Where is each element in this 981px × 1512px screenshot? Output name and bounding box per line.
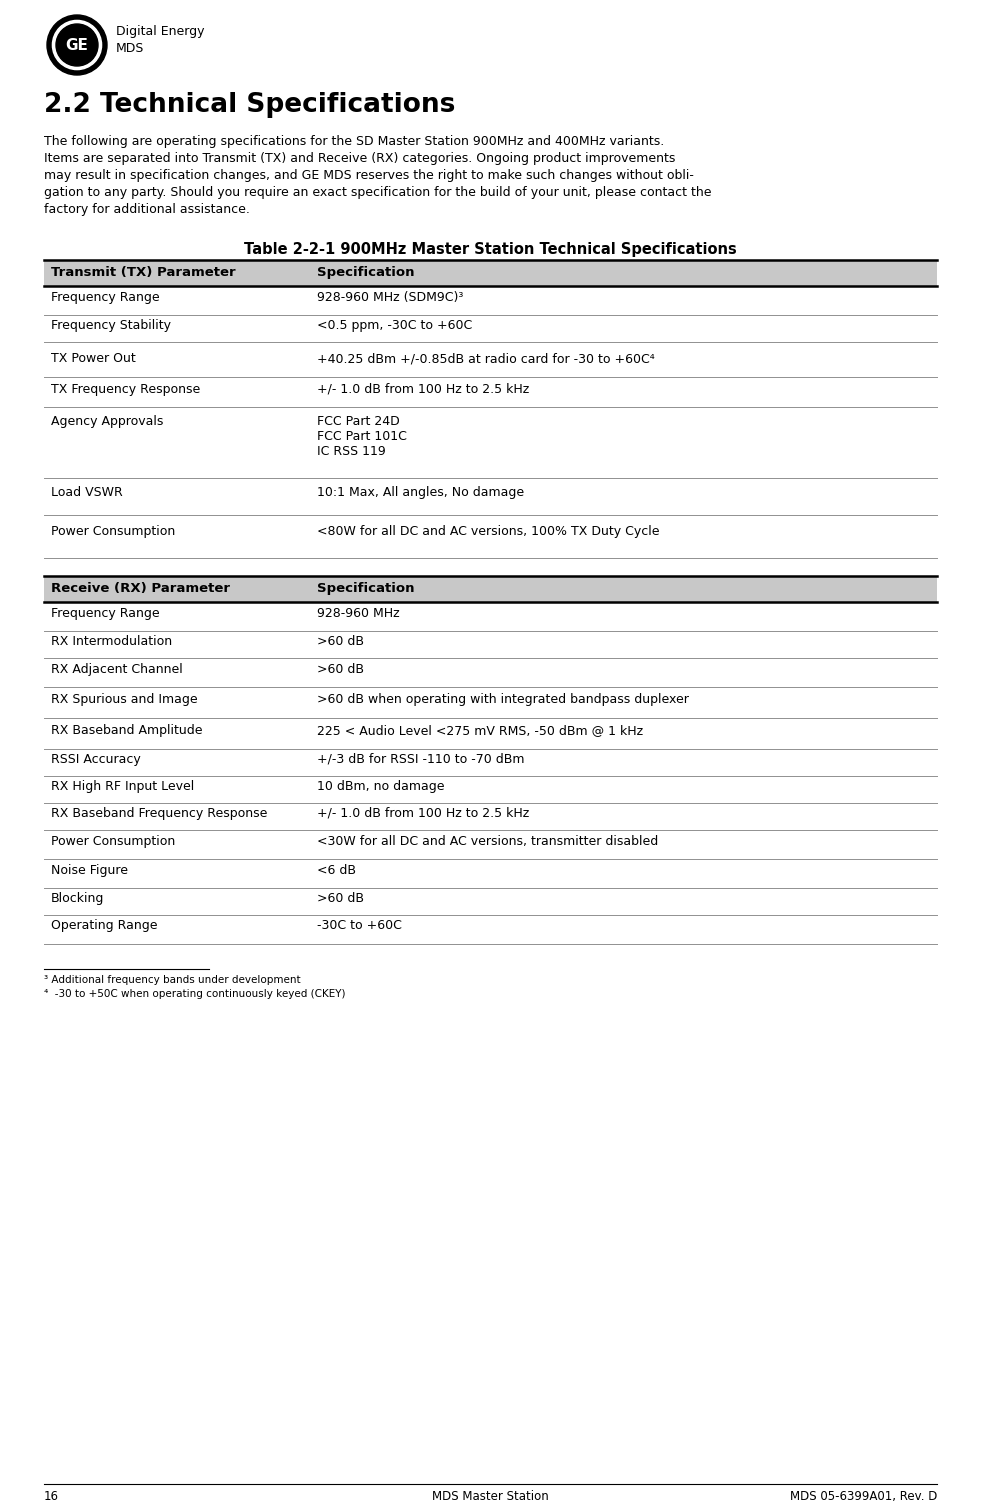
- Text: >60 dB: >60 dB: [318, 635, 364, 649]
- Text: >60 dB: >60 dB: [318, 662, 364, 676]
- Text: RX Adjacent Channel: RX Adjacent Channel: [51, 662, 182, 676]
- Text: Power Consumption: Power Consumption: [51, 835, 176, 848]
- Text: 928-960 MHz: 928-960 MHz: [318, 606, 400, 620]
- Text: ⁴  -30 to +50C when operating continuously keyed (CKEY): ⁴ -30 to +50C when operating continuousl…: [44, 989, 345, 999]
- Circle shape: [52, 20, 102, 70]
- Text: >60 dB when operating with integrated bandpass duplexer: >60 dB when operating with integrated ba…: [318, 692, 690, 706]
- Text: Frequency Stability: Frequency Stability: [51, 319, 171, 333]
- Text: Operating Range: Operating Range: [51, 919, 158, 931]
- Text: +/- 1.0 dB from 100 Hz to 2.5 kHz: +/- 1.0 dB from 100 Hz to 2.5 kHz: [318, 807, 530, 820]
- Text: RX Baseband Amplitude: RX Baseband Amplitude: [51, 724, 202, 736]
- Text: Load VSWR: Load VSWR: [51, 485, 123, 499]
- Text: <30W for all DC and AC versions, transmitter disabled: <30W for all DC and AC versions, transmi…: [318, 835, 658, 848]
- Text: RX Intermodulation: RX Intermodulation: [51, 635, 172, 649]
- Text: Items are separated into Transmit (TX) and Receive (RX) categories. Ongoing prod: Items are separated into Transmit (TX) a…: [44, 153, 675, 165]
- Text: The following are operating specifications for the SD Master Station 900MHz and : The following are operating specificatio…: [44, 135, 664, 148]
- Text: factory for additional assistance.: factory for additional assistance.: [44, 203, 250, 216]
- Bar: [44, 576, 937, 602]
- Text: Blocking: Blocking: [51, 892, 104, 906]
- Text: Agency Approvals: Agency Approvals: [51, 414, 164, 428]
- Text: Table 2-2-1 900MHz Master Station Technical Specifications: Table 2-2-1 900MHz Master Station Techni…: [244, 242, 737, 257]
- Text: RSSI Accuracy: RSSI Accuracy: [51, 753, 140, 767]
- Circle shape: [56, 24, 98, 67]
- Text: TX Power Out: TX Power Out: [51, 352, 135, 364]
- Text: MDS Master Station: MDS Master Station: [432, 1489, 549, 1503]
- Text: Noise Figure: Noise Figure: [51, 863, 128, 877]
- Text: <6 dB: <6 dB: [318, 863, 356, 877]
- Text: Power Consumption: Power Consumption: [51, 525, 176, 538]
- Text: 10:1 Max, All angles, No damage: 10:1 Max, All angles, No damage: [318, 485, 525, 499]
- Text: RX Baseband Frequency Response: RX Baseband Frequency Response: [51, 807, 268, 820]
- Text: ³ Additional frequency bands under development: ³ Additional frequency bands under devel…: [44, 975, 300, 984]
- Text: may result in specification changes, and GE MDS reserves the right to make such : may result in specification changes, and…: [44, 169, 694, 181]
- Text: GE: GE: [66, 38, 88, 53]
- Text: <0.5 ppm, -30C to +60C: <0.5 ppm, -30C to +60C: [318, 319, 473, 333]
- Text: RX High RF Input Level: RX High RF Input Level: [51, 780, 194, 792]
- Text: MDS 05-6399A01, Rev. D: MDS 05-6399A01, Rev. D: [790, 1489, 937, 1503]
- Circle shape: [47, 15, 107, 76]
- Text: 928-960 MHz (SDM9C)³: 928-960 MHz (SDM9C)³: [318, 290, 464, 304]
- Text: Transmit (TX) Parameter: Transmit (TX) Parameter: [51, 266, 235, 280]
- Text: MDS: MDS: [116, 42, 144, 54]
- Text: Specification: Specification: [318, 266, 415, 280]
- Text: +/- 1.0 dB from 100 Hz to 2.5 kHz: +/- 1.0 dB from 100 Hz to 2.5 kHz: [318, 383, 530, 396]
- Text: FCC Part 24D
FCC Part 101C
IC RSS 119: FCC Part 24D FCC Part 101C IC RSS 119: [318, 414, 407, 458]
- Text: >60 dB: >60 dB: [318, 892, 364, 906]
- Text: Receive (RX) Parameter: Receive (RX) Parameter: [51, 582, 230, 596]
- Text: 16: 16: [44, 1489, 59, 1503]
- Text: TX Frequency Response: TX Frequency Response: [51, 383, 200, 396]
- Text: <80W for all DC and AC versions, 100% TX Duty Cycle: <80W for all DC and AC versions, 100% TX…: [318, 525, 660, 538]
- Text: 225 < Audio Level <275 mV RMS, -50 dBm @ 1 kHz: 225 < Audio Level <275 mV RMS, -50 dBm @…: [318, 724, 644, 736]
- Text: Digital Energy: Digital Energy: [116, 26, 204, 38]
- Bar: [44, 260, 937, 286]
- Text: Frequency Range: Frequency Range: [51, 606, 160, 620]
- Text: Specification: Specification: [318, 582, 415, 596]
- Text: gation to any party. Should you require an exact specification for the build of : gation to any party. Should you require …: [44, 186, 711, 200]
- Text: +/-3 dB for RSSI -110 to -70 dBm: +/-3 dB for RSSI -110 to -70 dBm: [318, 753, 525, 767]
- Text: RX Spurious and Image: RX Spurious and Image: [51, 692, 197, 706]
- Text: Frequency Range: Frequency Range: [51, 290, 160, 304]
- Text: -30C to +60C: -30C to +60C: [318, 919, 402, 931]
- Text: 2.2 Technical Specifications: 2.2 Technical Specifications: [44, 92, 455, 118]
- Text: 10 dBm, no damage: 10 dBm, no damage: [318, 780, 445, 792]
- Text: +40.25 dBm +/-0.85dB at radio card for -30 to +60C⁴: +40.25 dBm +/-0.85dB at radio card for -…: [318, 352, 655, 364]
